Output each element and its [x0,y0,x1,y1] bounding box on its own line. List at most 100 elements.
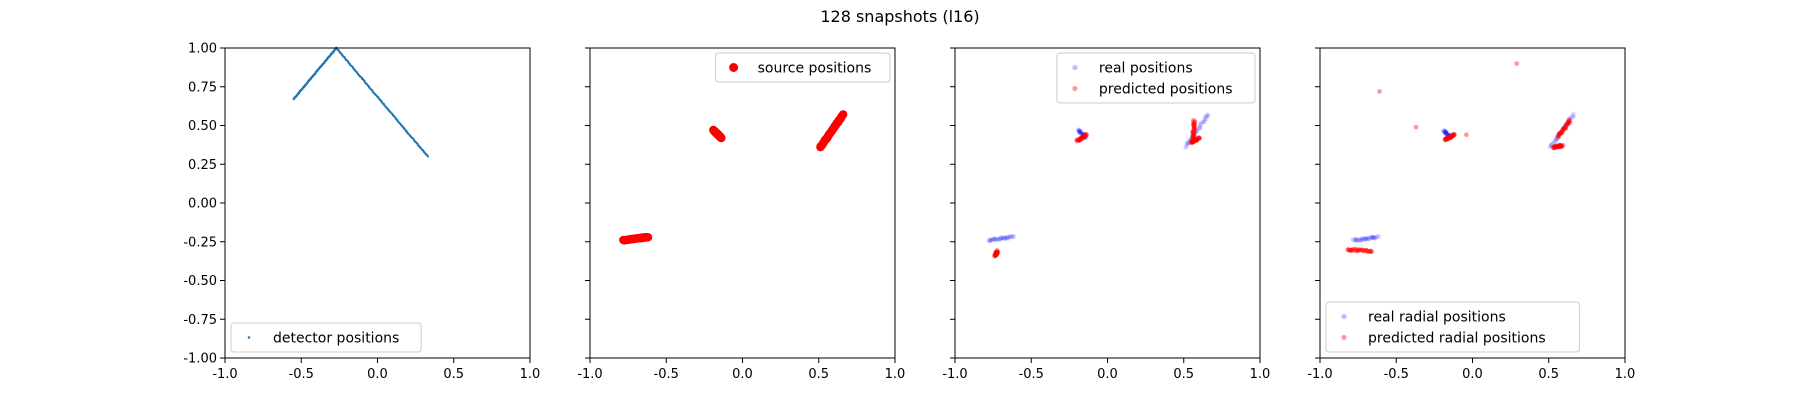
data-point [1559,128,1565,134]
data-point [1445,132,1451,138]
data-point [1449,134,1454,140]
x-tick-label: 0.5 [808,367,829,382]
data-point [1447,134,1453,140]
data-point [1353,247,1359,253]
data-point [1005,236,1011,241]
data-point [1565,121,1571,127]
data-point [1559,143,1564,148]
data-point [1077,129,1083,135]
data-point [1076,128,1082,134]
legend-label: predicted radial positions [1368,331,1546,347]
data-point [1077,128,1083,134]
data-point [1196,135,1202,141]
data-point [1364,236,1370,242]
legend-box [230,322,422,353]
data-point [643,233,653,242]
data-point [1363,236,1368,242]
x-tick-label: -0.5 [289,367,314,382]
data-point [993,250,999,255]
data-point [1556,132,1562,138]
data-point [993,250,999,256]
data-point [1553,144,1558,150]
data-point [994,251,999,256]
data-point [1359,235,1365,241]
data-point [1077,128,1083,134]
data-point [1559,144,1564,149]
data-point [1076,137,1082,143]
data-point [1442,137,1448,143]
data-point [1443,136,1448,142]
data-point [1082,133,1088,139]
data-point [1364,235,1370,241]
data-point [1347,248,1353,253]
data-point [1077,136,1083,142]
data-point [1192,119,1198,125]
data-point [1442,129,1448,135]
data-point [1199,120,1204,126]
data-point [998,235,1004,241]
data-point [1367,249,1373,254]
data-point [1557,143,1563,149]
data-point [1192,125,1198,131]
data-point [993,237,999,242]
x-tick-label: 1.0 [520,367,541,382]
data-point [1553,144,1559,150]
data-point [1443,129,1449,135]
data-point [995,237,1001,243]
data-point [1561,126,1566,132]
data-point [1370,234,1376,240]
data-point [1361,247,1367,253]
data-point [1366,236,1372,241]
data-point [1192,136,1198,142]
data-point [994,250,1000,255]
data-point [1186,138,1192,144]
data-point [1555,133,1561,139]
data-point [1076,137,1081,143]
data-point [993,236,999,242]
data-point [1446,133,1452,139]
data-point [1011,234,1016,240]
data-point [1554,143,1560,149]
data-point [1560,126,1566,132]
data-point [1004,235,1010,241]
data-point [1558,130,1564,136]
data-point [1566,116,1572,122]
data-point [1078,130,1083,136]
x-tick-label: 0.0 [1462,367,1483,382]
data-point [1566,118,1572,124]
legend-label: real radial positions [1368,310,1506,326]
data-point [1186,140,1192,146]
data-point [987,238,992,244]
data-point [1191,119,1196,125]
data-point [1442,130,1448,136]
data-point [993,251,999,257]
data-point [1368,235,1374,241]
data-point [1194,128,1200,133]
data-point [1082,133,1088,139]
legend-marker [247,336,251,339]
axes-frame [224,47,531,359]
data-point [993,253,998,259]
data-point [1363,247,1369,253]
data-point [993,251,999,257]
data-point [1367,249,1373,255]
data-point [1077,137,1083,143]
data-point [1191,121,1196,126]
data-point [1191,133,1197,139]
legend: source positions [715,52,891,83]
data-point [1549,141,1555,146]
data-point [1563,123,1568,129]
data-point [994,247,1000,253]
data-point [1193,128,1199,134]
y-tick-label: 0.25 [188,158,217,173]
data-point [1195,135,1201,141]
data-point [1347,247,1352,253]
data-point [1552,143,1558,149]
data-point [1371,235,1377,241]
data-point [993,252,999,258]
data-point [1078,136,1084,142]
data-point [1567,118,1573,123]
data-point [1081,134,1087,140]
data-point [1558,143,1564,149]
data-point [1372,235,1378,241]
